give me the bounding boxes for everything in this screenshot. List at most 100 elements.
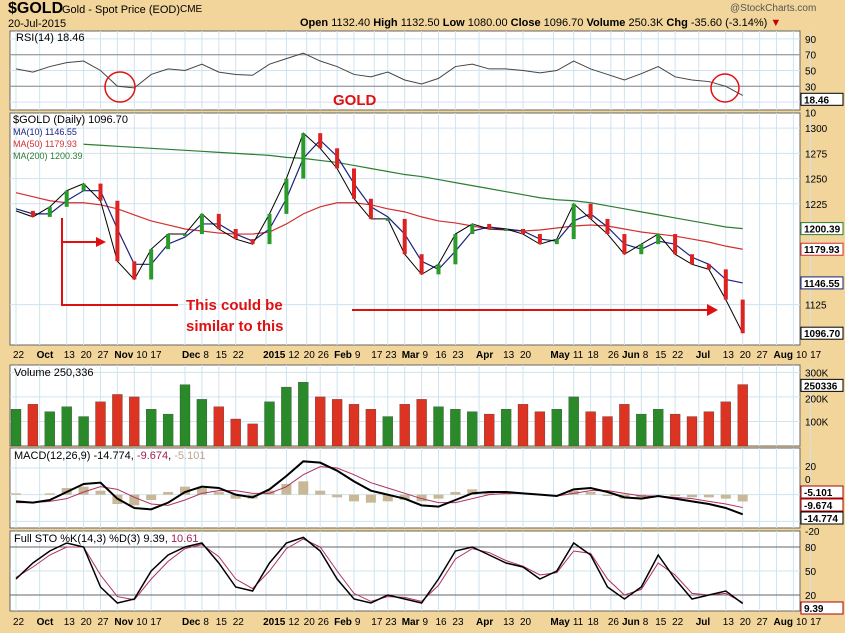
x-tick-label: 22 xyxy=(672,350,684,361)
x-tick-label: Oct xyxy=(37,617,54,628)
price-candle xyxy=(436,264,441,275)
x-tick-label: 22 xyxy=(233,617,245,628)
macd-histogram-bar xyxy=(78,486,89,495)
volume-bar xyxy=(737,384,748,447)
volume-bar xyxy=(585,411,596,447)
macd-histogram-bar xyxy=(264,490,275,495)
x-tick-label: 17 xyxy=(371,617,383,628)
price-candle xyxy=(132,261,137,280)
macd-histogram-bar xyxy=(670,494,681,496)
x-tick-label: 9 xyxy=(355,350,361,361)
y-tick-label: 80 xyxy=(805,543,817,554)
x-tick-label: Apr xyxy=(476,350,493,361)
x-tick-label: 17 xyxy=(810,617,822,628)
volume-bar xyxy=(146,409,157,447)
macd-histogram-bar xyxy=(11,493,21,495)
price-candle xyxy=(656,234,661,245)
macd-hist-last-box xyxy=(800,485,844,499)
macd-histogram-bar xyxy=(196,488,207,495)
volume-bar xyxy=(348,404,360,447)
macd-last-box xyxy=(800,511,844,525)
volume-bar xyxy=(500,409,512,447)
x-tick-label: 10 xyxy=(796,617,808,628)
ma-line xyxy=(83,143,743,230)
x-tick-label: 23 xyxy=(385,350,397,361)
volume-bar xyxy=(315,396,326,447)
x-tick-label: 20 xyxy=(304,617,316,628)
price-candle xyxy=(385,218,390,221)
macd-last: -14.774 xyxy=(804,514,838,525)
volume-bar xyxy=(27,404,39,447)
volume-bar xyxy=(568,396,579,447)
y-tick-label: 1125 xyxy=(805,301,827,312)
ma50-last: 1179.93 xyxy=(804,245,840,256)
y-tick-label: 30 xyxy=(805,82,817,93)
price-candle xyxy=(284,178,289,214)
y-tick-label: 10 xyxy=(805,108,817,119)
y-tick-label: -20 xyxy=(805,527,820,538)
macd-histogram-bar xyxy=(315,490,326,495)
macd-signal-last: -9.674 xyxy=(804,501,833,512)
macd-histogram-bar xyxy=(213,492,224,495)
macd-histogram-bar xyxy=(720,494,731,499)
macd-histogram-bar xyxy=(281,484,292,495)
macd-histogram-bar xyxy=(95,490,106,495)
macd-histogram-bar xyxy=(737,494,748,502)
x-tick-label: 23 xyxy=(385,617,397,628)
x-tick-label: 12 xyxy=(288,350,300,361)
y-tick-label: 1300 xyxy=(805,124,828,135)
x-tick-label: 17 xyxy=(150,350,162,361)
x-tick-label: 8 xyxy=(643,350,649,361)
price-candle xyxy=(64,190,69,207)
volume-bar xyxy=(179,384,191,447)
volume-bar xyxy=(602,416,613,447)
price-candle xyxy=(588,203,593,219)
ohlc-summary: Open 1132.40 High 1132.50 Low 1080.00 Cl… xyxy=(300,17,782,29)
macd-histogram-bar xyxy=(146,494,157,500)
x-tick-label: 17 xyxy=(150,617,162,628)
price-candle xyxy=(199,213,204,235)
sto-last-box xyxy=(800,601,844,615)
x-tick-label: 23 xyxy=(452,350,464,361)
x-tick-label: 20 xyxy=(81,350,93,361)
x-tick-label: 20 xyxy=(304,350,316,361)
x-tick-label: 12 xyxy=(288,617,300,628)
x-tick-label: 23 xyxy=(452,617,464,628)
x-tick-label: 16 xyxy=(436,617,448,628)
x-tick-label: 26 xyxy=(318,617,330,628)
price-candle xyxy=(622,234,627,255)
x-tick-label: Oct xyxy=(37,350,54,361)
price-candle xyxy=(470,223,475,235)
x-tick-label: 16 xyxy=(436,350,448,361)
exchange: CME xyxy=(180,4,203,15)
volume-bar xyxy=(619,404,630,447)
macd-histogram-bar xyxy=(703,494,714,498)
price-candle xyxy=(149,249,154,280)
x-tick-label: 22 xyxy=(672,617,684,628)
rsi-last: 18.46 xyxy=(804,95,829,106)
x-tick-label: Jun xyxy=(622,617,640,628)
x-tick-label: 22 xyxy=(13,350,25,361)
volume-bar xyxy=(112,394,123,447)
x-tick-label: 2015 xyxy=(263,617,286,628)
x-tick-label: Feb xyxy=(334,617,352,628)
x-tick-label: Mar xyxy=(402,617,420,628)
macd-histogram-bar xyxy=(298,481,309,495)
price-candle xyxy=(47,206,52,217)
price-candle xyxy=(673,234,678,255)
volume-bar xyxy=(264,401,275,447)
macd-histogram-bar xyxy=(44,493,55,495)
volume-bar xyxy=(450,409,461,447)
volume-bar xyxy=(213,406,224,447)
y-tick-label: 0 xyxy=(805,475,811,486)
price-last: 1096.70 xyxy=(804,329,841,340)
x-tick-label: Apr xyxy=(476,617,493,628)
sto-last: 9.39 xyxy=(804,604,824,615)
x-tick-label: 9 xyxy=(355,617,361,628)
ma10-last: 1146.55 xyxy=(804,279,840,290)
volume-last-box xyxy=(800,378,844,392)
x-tick-label: 18 xyxy=(588,350,600,361)
macd-histogram-bar xyxy=(501,493,512,495)
price-last-box xyxy=(800,326,844,340)
